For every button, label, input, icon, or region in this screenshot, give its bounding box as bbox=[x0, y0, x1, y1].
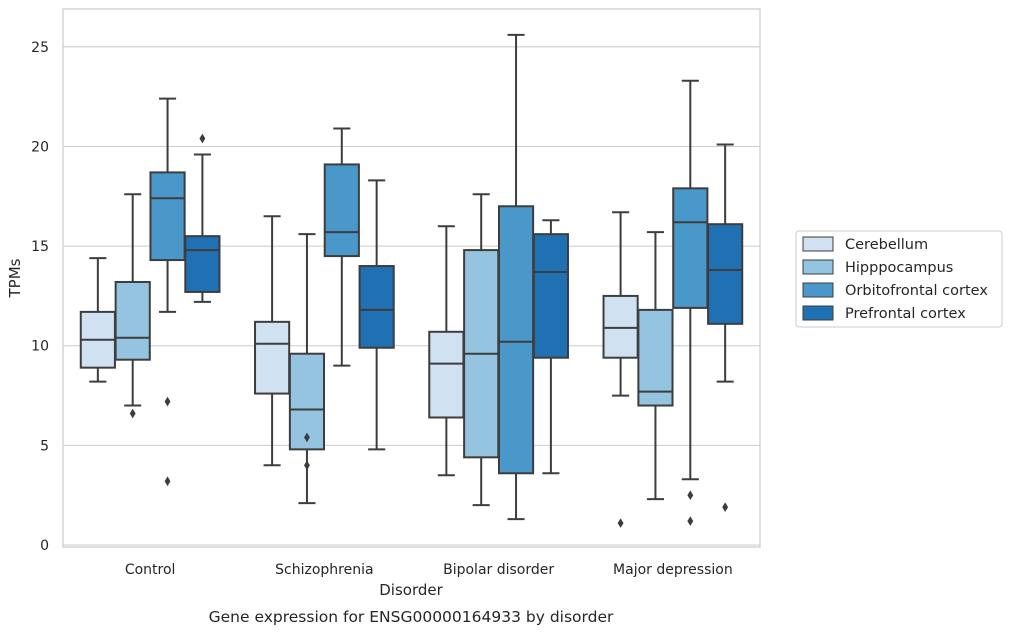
box bbox=[323, 127, 360, 367]
box-body bbox=[637, 308, 674, 407]
x-tick-label: Bipolar disorder bbox=[443, 562, 554, 578]
legend-frame bbox=[795, 230, 1003, 328]
box bbox=[254, 215, 291, 467]
y-tick-label: 25 bbox=[31, 40, 49, 56]
legend-label: Hipppocampus bbox=[845, 260, 953, 276]
box bbox=[637, 231, 674, 501]
legend-swatch bbox=[802, 282, 834, 298]
outlier-point bbox=[199, 133, 206, 144]
y-tick-label: 10 bbox=[31, 339, 49, 355]
x-tick-label: Schizophrenia bbox=[275, 562, 373, 578]
box bbox=[463, 193, 500, 507]
outlier-point bbox=[687, 490, 694, 501]
y-tick-label: 20 bbox=[31, 139, 49, 155]
x-axis-ticks: Control Schizophrenia Bipolar disorder Majo… bbox=[125, 562, 733, 578]
y-tick-label: 5 bbox=[40, 438, 49, 454]
y-tick-label: 0 bbox=[40, 538, 49, 554]
outlier-point bbox=[304, 432, 310, 443]
plot-frame bbox=[62, 8, 761, 548]
box-series bbox=[79, 33, 744, 528]
outlier-point bbox=[164, 396, 171, 407]
x-axis-title: Disorder bbox=[379, 581, 443, 599]
series-cerebellum bbox=[79, 211, 639, 528]
box bbox=[184, 133, 221, 303]
box-body bbox=[428, 330, 465, 419]
box-body bbox=[149, 171, 186, 262]
box bbox=[497, 33, 535, 521]
y-tick-label: 15 bbox=[31, 239, 49, 255]
x-tick-label: Major depression bbox=[613, 562, 733, 578]
box-body bbox=[184, 235, 221, 293]
box bbox=[288, 233, 326, 505]
chart-title: Gene expression for ENSG00000164933 by d… bbox=[209, 608, 614, 626]
box-body bbox=[323, 163, 360, 258]
plot-area bbox=[63, 9, 760, 547]
outlier-point bbox=[687, 516, 694, 526]
y-axis-ticks: 0 5 10 15 20 25 bbox=[31, 40, 49, 554]
outlier-point bbox=[722, 502, 729, 512]
box-body bbox=[672, 187, 709, 309]
legend-label: Orbitofrontal cortex bbox=[845, 283, 988, 299]
box bbox=[428, 225, 465, 477]
series-orbitofrontal-cortex bbox=[149, 33, 709, 526]
legend-items: Cerebellum Hipppocampus Orbitofrontal cort… bbox=[802, 236, 988, 322]
box-body bbox=[532, 233, 569, 359]
legend-label: Cerebellum bbox=[845, 237, 928, 253]
x-tick-label: Control bbox=[125, 562, 176, 578]
box bbox=[707, 143, 744, 512]
outlier-point bbox=[617, 518, 624, 528]
box bbox=[358, 179, 395, 451]
legend-swatch bbox=[802, 259, 834, 275]
box-body bbox=[358, 265, 395, 349]
legend-swatch bbox=[802, 305, 834, 321]
box bbox=[114, 193, 151, 419]
outlier-point bbox=[304, 460, 310, 471]
series-hipppocampus bbox=[114, 193, 674, 507]
series-prefrontal-cortex bbox=[184, 133, 744, 512]
outlier-point bbox=[129, 408, 136, 419]
legend-label: Prefrontal cortex bbox=[845, 306, 966, 322]
box bbox=[532, 219, 569, 475]
box-body bbox=[114, 280, 151, 361]
box bbox=[79, 257, 116, 383]
box bbox=[149, 97, 186, 487]
y-axis-title: TPMs bbox=[6, 258, 24, 298]
legend: Cerebellum Hipppocampus Orbitofrontal cort… bbox=[795, 230, 1003, 328]
legend-swatch bbox=[802, 236, 834, 252]
box-body bbox=[707, 223, 744, 325]
outlier-point bbox=[164, 476, 171, 487]
box-body bbox=[497, 205, 535, 475]
box-body bbox=[254, 320, 291, 395]
box bbox=[602, 211, 639, 528]
